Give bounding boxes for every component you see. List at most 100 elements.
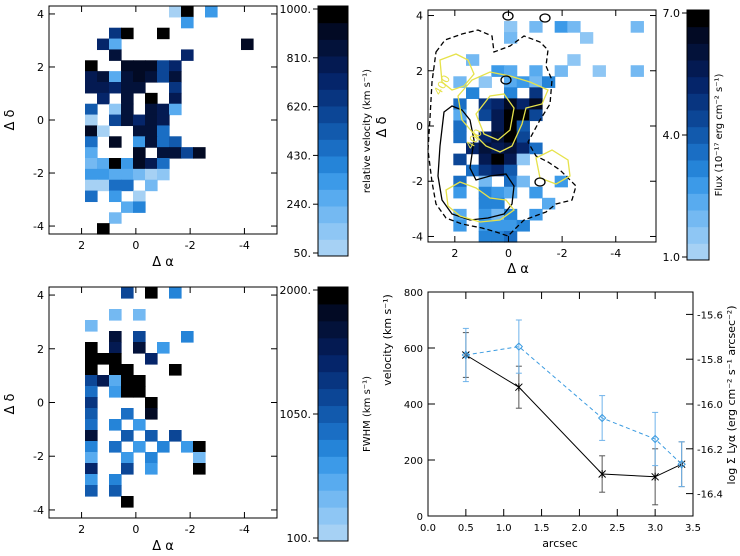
contour-yellow-4	[445, 181, 515, 223]
flux-map-cell	[504, 230, 518, 243]
contour-label-1: 400	[431, 73, 453, 98]
fwhm-map-ylabel: Δ δ	[3, 393, 18, 414]
velocity-map-cell	[109, 71, 122, 83]
flux-map-colorbar-band	[687, 10, 709, 28]
fwhm-map-cell	[109, 353, 122, 365]
contour-solid-inner	[437, 105, 515, 221]
flux-map-xtick-label: 2	[451, 247, 458, 260]
flux-map-ytick-label: 2	[416, 65, 423, 78]
fwhm-map-colorbar-tick-label: 100.	[287, 532, 312, 545]
contour-dashed-outer	[427, 29, 577, 237]
fwhm-map-colorbar-band	[318, 287, 348, 305]
flux-map-cell	[504, 65, 518, 77]
velocity-map-cell	[169, 60, 182, 72]
fwhm-map-cell	[85, 408, 98, 420]
velocity-map-cell	[85, 147, 98, 159]
velocity-map-cell	[145, 179, 158, 192]
flux-map-cell	[567, 21, 581, 33]
velocity-map-cell	[145, 168, 158, 181]
velocity-map-cell	[121, 168, 134, 181]
velocity-map-ylabel: Δ δ	[3, 109, 18, 130]
flux-map-cell	[453, 219, 467, 232]
flux-map-colorbar-tick-label: 1.0	[663, 251, 681, 264]
velocity-map-cell	[205, 6, 218, 18]
velocity-map-cell	[109, 158, 122, 170]
velocity-map-xtick-label: -2	[185, 239, 196, 252]
flux-map-cell	[554, 21, 568, 33]
velocity-map-cell	[97, 158, 110, 170]
velocity-map-cell	[85, 168, 98, 181]
flux-map-cell	[453, 153, 467, 166]
fwhm-map-cell	[145, 287, 158, 299]
fwhm-map-cell	[85, 474, 98, 486]
profile-xtick-label: 1.0	[496, 523, 512, 534]
flux-map-cell	[478, 219, 492, 232]
profile-y2tick-label: -16.0	[697, 400, 723, 411]
profile-series-1-point	[514, 342, 524, 351]
fwhm-map-cell	[193, 452, 206, 464]
velocity-map-cell	[121, 27, 134, 40]
flux-map-cell	[504, 21, 518, 33]
flux-map-ylabel: Δ δ	[375, 116, 390, 137]
flux-map-cell	[516, 175, 530, 188]
fwhm-map-colorbar-band	[318, 456, 348, 474]
fwhm-map-colorbar-tick-label: 1050.	[280, 408, 312, 421]
flux-map-cell	[491, 109, 505, 122]
flux-map-cell	[516, 76, 530, 88]
flux-map-cell	[504, 131, 518, 144]
velocity-map-ytick-label: -4	[33, 220, 44, 233]
flux-map-cell	[630, 65, 644, 77]
fwhm-map-colorbar-band	[318, 490, 348, 508]
flux-map-colorbar-band	[687, 110, 709, 128]
flux-map-cell	[478, 109, 492, 122]
fwhm-map-ytick-label: 0	[37, 397, 44, 410]
fwhm-map-cell	[145, 408, 158, 420]
velocity-map-cell	[121, 158, 134, 170]
fwhm-map-colorbar-band	[318, 422, 348, 440]
velocity-map-cell	[109, 82, 122, 94]
fwhm-map-cell	[121, 430, 134, 442]
velocity-map-cell	[109, 136, 122, 148]
fwhm-map-cell	[85, 320, 98, 332]
fwhm-map-cell	[157, 342, 170, 354]
fwhm-map-cell	[85, 441, 98, 453]
velocity-map-colorbar-tick-label: 430.	[287, 149, 312, 162]
flux-map-cell	[529, 87, 543, 99]
profile-xtick-label: 0.5	[458, 523, 474, 534]
profile-series-1-point	[650, 434, 660, 444]
velocity-map-cell	[97, 223, 110, 235]
contour-yellow-2	[457, 71, 549, 153]
fwhm-map-cell	[169, 364, 182, 376]
fwhm-map-colorbar-tick-label: 2000.	[280, 284, 312, 297]
contour-yellow-3	[475, 93, 515, 141]
flux-map-colorbar-band	[687, 210, 709, 228]
velocity-map-cell	[169, 147, 182, 159]
flux-map-cell	[491, 208, 505, 221]
velocity-map-cell	[169, 103, 182, 116]
velocity-map-cell	[157, 158, 170, 170]
velocity-map-cell	[109, 179, 122, 192]
fwhm-map-colorbar-band	[318, 439, 348, 457]
velocity-map-cell	[145, 92, 158, 105]
flux-map-xtick-label: 0	[505, 247, 512, 260]
velocity-map-colorbar-label: relative velocity (km s⁻¹)	[362, 69, 373, 193]
fwhm-map-xlabel: Δ α	[152, 539, 174, 554]
velocity-map-cell	[241, 38, 254, 51]
flux-map-cell	[542, 197, 556, 210]
fwhm-map-cell	[85, 485, 98, 497]
velocity-map-cell	[133, 71, 146, 83]
flux-map-xtick-label: -2	[557, 247, 568, 260]
velocity-map-cell	[169, 6, 182, 18]
velocity-map-cell	[97, 179, 110, 192]
velocity-map-colorbar-band	[318, 189, 348, 207]
fwhm-map-cell	[85, 353, 98, 365]
velocity-map-cell	[85, 136, 98, 148]
fwhm-map-cell	[133, 309, 146, 321]
flux-map-colorbar-label: Flux (10⁻¹⁷ erg cm⁻² s⁻¹)	[714, 74, 725, 197]
fwhm-map-cell	[193, 441, 206, 453]
fwhm-map-cell	[109, 441, 122, 453]
velocity-map-cell	[109, 38, 122, 51]
flux-map-colorbar-band	[687, 193, 709, 211]
flux-map-cell	[453, 120, 467, 133]
